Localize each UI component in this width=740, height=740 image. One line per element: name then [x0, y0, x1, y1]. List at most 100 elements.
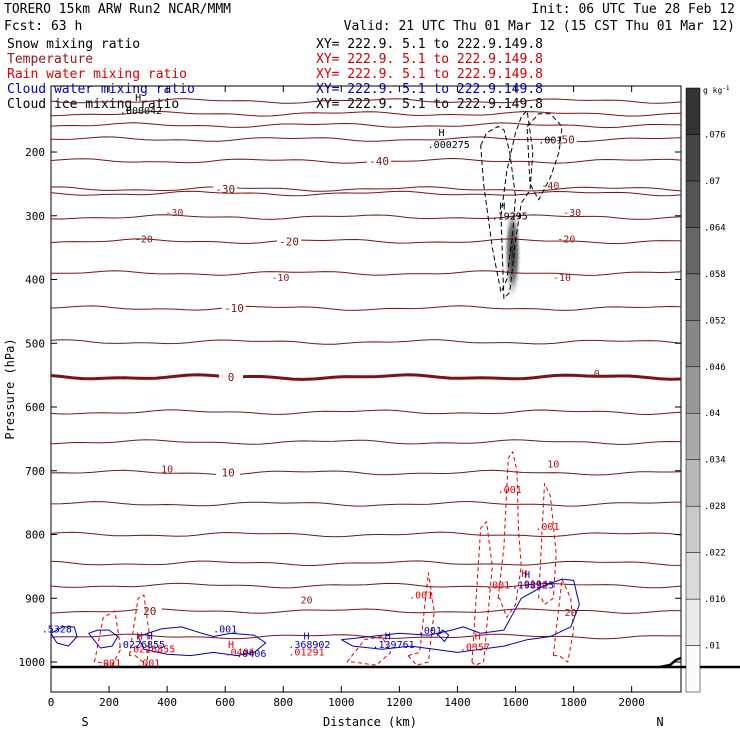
colorbar-tick-label: .01: [704, 642, 720, 652]
legend-field-xy: XY= 222.9. 5.1 to 222.9.149.8: [316, 52, 543, 67]
colorbar-unit: g kg-1: [703, 85, 730, 95]
temperature-contour: [50, 560, 682, 567]
colorbar-segment: [685, 505, 701, 553]
colorbar-tick-label: .028: [704, 502, 726, 512]
y-axis-title: Pressure (hPa): [3, 338, 17, 439]
contour-annotation: .001: [486, 581, 510, 592]
contour-annotation: .368902: [288, 640, 330, 651]
rain-contour: [552, 578, 575, 663]
legend-field-name: Snow mixing ratio: [7, 37, 140, 52]
legend-field-xy: XY= 222.9. 5.1 to 222.9.149.8: [316, 37, 543, 52]
rain-contour: [497, 451, 522, 618]
contour-annotation: .001: [97, 658, 121, 669]
colorbar: g kg-1 .01 .016 .022 .028 .034 .04 .046 .052 .05…: [685, 85, 730, 693]
contour-annotation: 10: [547, 460, 559, 471]
contour-annotation: H: [385, 632, 391, 643]
colorbar-tick-label: .046: [704, 363, 726, 373]
colorbar-segment: [685, 366, 701, 414]
contour-annotation: H: [438, 128, 444, 139]
cloud-water-contour: [436, 629, 450, 643]
x-tick-label: 1200: [386, 696, 413, 709]
temperature-contour: [50, 190, 682, 197]
contour-annotation: .001: [136, 658, 160, 669]
colorbar-segment: [685, 227, 701, 275]
cloud-water-contour: [50, 626, 78, 647]
contour-annotation: -30: [563, 208, 581, 219]
contour-annotation: H: [499, 201, 505, 212]
legend-field-xy: XY= 222.9. 5.1 to 222.9.149.8: [316, 97, 543, 112]
header-valid: Valid: 21 UTC Thu 01 Mar 12 (15 CST Thu …: [344, 19, 735, 34]
temperature-contour-label: 0: [228, 371, 235, 384]
contour-annotation: .001: [409, 590, 433, 601]
contour-annotation: H: [147, 632, 153, 643]
contour-annotation: .01291: [288, 648, 324, 659]
temperature-contour-label: -50: [555, 133, 575, 146]
ice-contours: [480, 110, 563, 300]
header-fcst: Fcst: 63 h: [4, 19, 82, 34]
contour-label-bg: [277, 235, 302, 248]
cloud-water-contour: [340, 578, 580, 653]
temperature-contour: [50, 582, 682, 589]
contour-annotation: -30: [165, 208, 183, 219]
colorbar-tick-label: .076: [704, 130, 726, 140]
contour-label-bg: [213, 182, 238, 195]
colorbar-segment: [685, 273, 701, 321]
legend-field-name: Rain water mixing ratio: [7, 67, 187, 82]
y-tick-label: 600: [25, 401, 45, 414]
contour-annotation: .001: [213, 625, 237, 636]
cloud-water-contours: [50, 578, 580, 657]
contour-annotation: H: [521, 569, 527, 580]
contour-annotation: .139761: [373, 640, 415, 651]
x-tick-label: 2000: [618, 696, 645, 709]
contour-label-bg: [221, 302, 246, 315]
ice-shading: [503, 207, 522, 307]
contour-annotation: .0194: [518, 579, 548, 590]
rain-contours: [94, 451, 575, 666]
x-tick-label: 200: [99, 696, 119, 709]
contour-annotation: .000042: [120, 106, 162, 117]
contour-annotation: .5328: [42, 625, 72, 636]
contour-label-bg: [137, 605, 162, 617]
contour-annotation: .0357: [460, 643, 490, 654]
x-tick-label: 1000: [328, 696, 355, 709]
legend-field-xy: XY= 222.9. 5.1 to 222.9.149.8: [316, 67, 543, 82]
temperature-contour: [50, 339, 682, 345]
contour-annotation: .001: [418, 626, 442, 637]
x-tick-label: 400: [157, 696, 177, 709]
rain-contour: [471, 521, 493, 666]
contour-annotation: .001: [498, 485, 522, 496]
contour-label-bg: [367, 154, 392, 167]
temperature-contour: [50, 501, 682, 507]
colorbar-segment: [685, 645, 701, 693]
y-tick-label: 1000: [19, 656, 46, 669]
temperature-contour-label: -40: [369, 155, 389, 168]
temperature-contour: [50, 98, 682, 104]
contour-label-bg: [219, 371, 243, 384]
contour-label-bg: [216, 466, 241, 479]
contour-annotation: H: [135, 93, 141, 104]
colorbar-segment: [685, 320, 701, 368]
temperature-contour: [50, 110, 682, 117]
x-end-right-label: N: [656, 715, 663, 729]
cloud-water-contour: [137, 626, 267, 657]
contour-annotation: H: [137, 632, 143, 643]
colorbar-tick-label: .022: [704, 549, 726, 559]
contour-annotation: .0406: [236, 649, 266, 660]
contour-annotation: .001: [538, 136, 562, 147]
contour-annotation: -40: [541, 181, 559, 192]
temperature-contour-label: -20: [279, 235, 299, 248]
temperature-contour-label: 10: [221, 467, 234, 480]
contour-annotation: -20: [135, 235, 153, 246]
x-axis-title: Distance (km): [323, 715, 417, 729]
colorbar-tick-label: .034: [704, 456, 726, 466]
ice-shading-core: [503, 207, 522, 307]
contour-labels: H.000042H.000275.001H.19295-40-30-20-10-…: [42, 93, 600, 669]
colorbar-segment: [685, 412, 701, 460]
ice-contour: [480, 126, 516, 293]
temperature-contour: [50, 157, 682, 164]
temperature-contour: [50, 136, 682, 143]
temperature-contour: [50, 469, 682, 476]
field-legend: Snow mixing ratio XY= 222.9. 5.1 to 222.9…: [7, 37, 543, 112]
y-tick-label: 200: [25, 146, 45, 159]
